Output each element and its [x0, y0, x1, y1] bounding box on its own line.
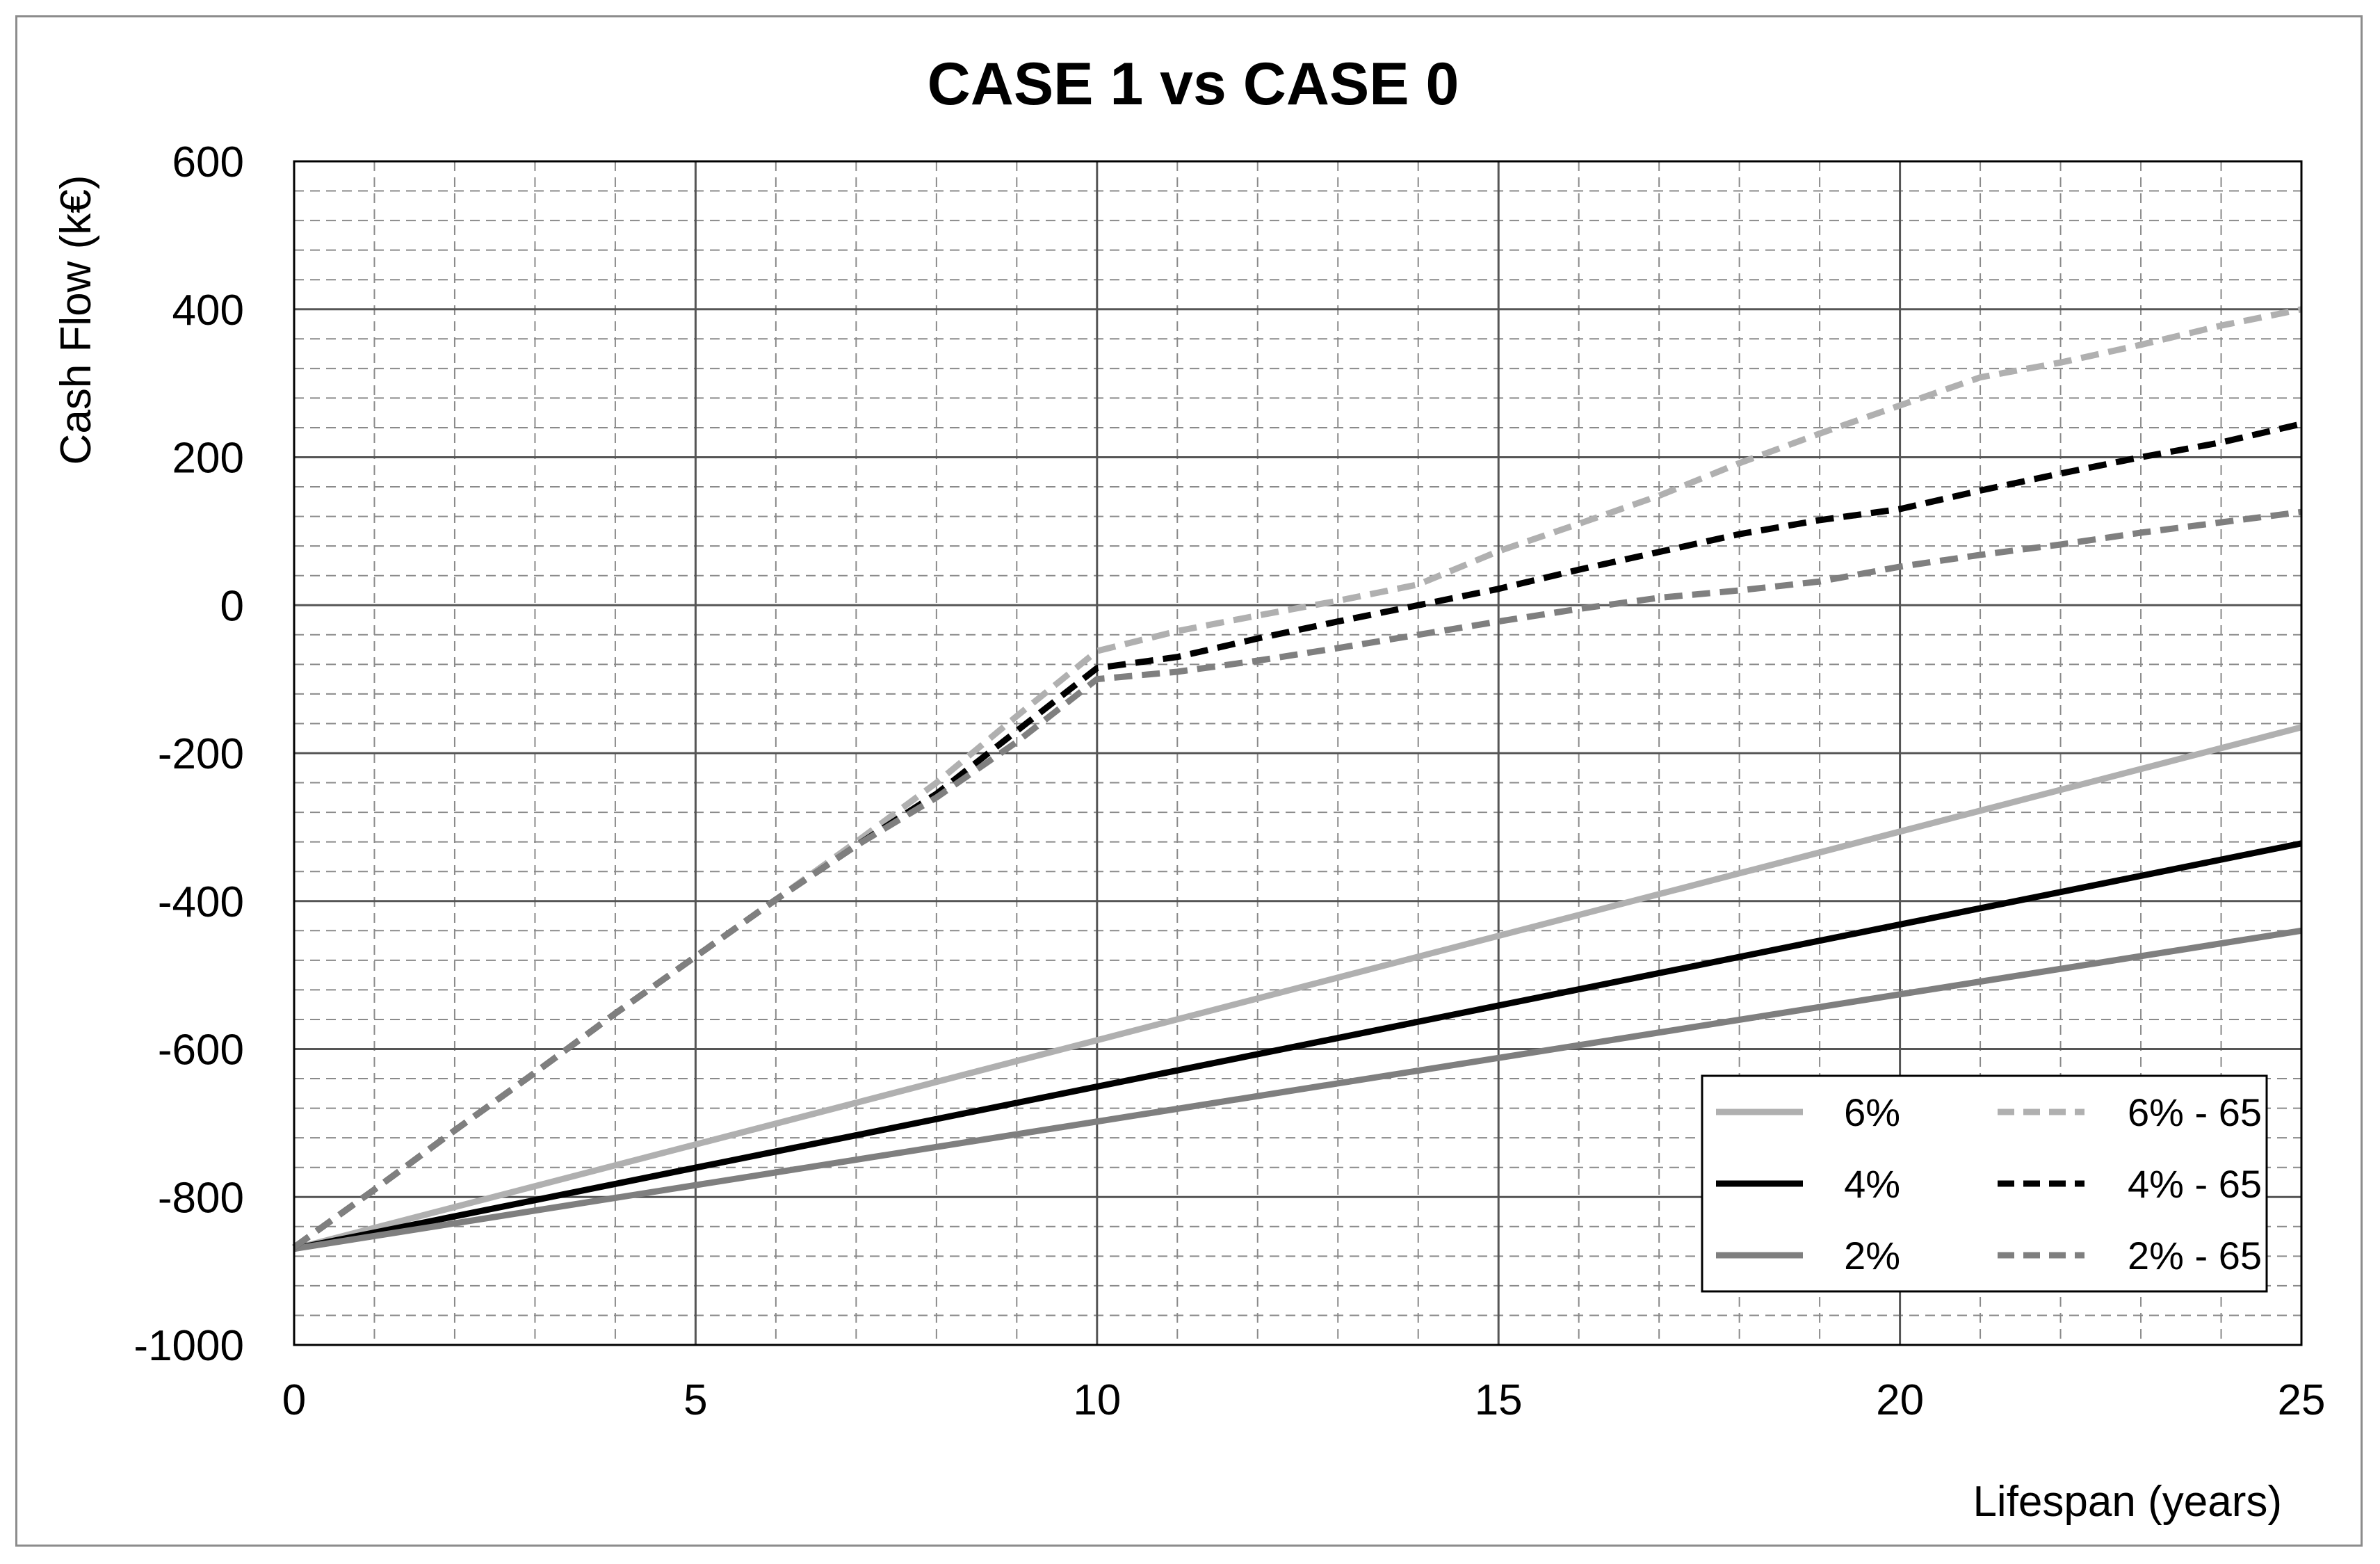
legend-label: 2% - 65 [2128, 1234, 2262, 1277]
x-tick-label: 10 [1073, 1376, 1121, 1424]
series-layer [292, 306, 2303, 1252]
x-tick-label: 0 [282, 1376, 306, 1424]
y-tick-label: -400 [158, 878, 244, 926]
y-tick-label: 200 [172, 435, 244, 483]
y-axis-title: Cash Flow (k€) [52, 175, 100, 465]
series-line-4-65 [292, 421, 2303, 1250]
legend-label: 6% - 65 [2128, 1090, 2262, 1134]
x-tick-label: 20 [1876, 1376, 1924, 1424]
x-tick-label: 15 [1475, 1376, 1523, 1424]
y-tick-label: -800 [158, 1174, 244, 1222]
plot-border [293, 160, 2303, 1346]
y-tick-label: 0 [220, 582, 244, 630]
legend-label: 2% [1844, 1234, 1900, 1277]
series-line-2 [293, 927, 2302, 1252]
legend-label: 6% [1844, 1090, 1900, 1134]
chart-title: CASE 1 vs CASE 0 [928, 51, 1459, 118]
x-tick-label: 25 [2278, 1376, 2326, 1424]
y-tick-label: 600 [172, 138, 244, 186]
y-tick-label: -1000 [133, 1322, 244, 1370]
series-line-6 [293, 724, 2303, 1252]
y-tick-labels: 600 400 200 0 -200 -400 -600 -800 -1000 [133, 138, 244, 1370]
series-line-4 [293, 840, 2302, 1252]
legend: 6% 4% 2% 6% - 65 4% - 65 2% - 65 [1701, 1074, 2268, 1293]
y-tick-label: 400 [172, 287, 244, 334]
x-axis-title: Lifespan (years) [1973, 1478, 2282, 1526]
series-line-6-65 [292, 306, 2302, 1250]
x-tick-labels: 0 5 10 15 20 25 [282, 1376, 2326, 1424]
x-tick-label: 5 [683, 1376, 707, 1424]
y-tick-label: -600 [158, 1026, 244, 1074]
legend-label: 4% [1844, 1162, 1900, 1206]
legend-label: 4% - 65 [2128, 1162, 2262, 1206]
y-tick-label: -200 [158, 730, 244, 778]
